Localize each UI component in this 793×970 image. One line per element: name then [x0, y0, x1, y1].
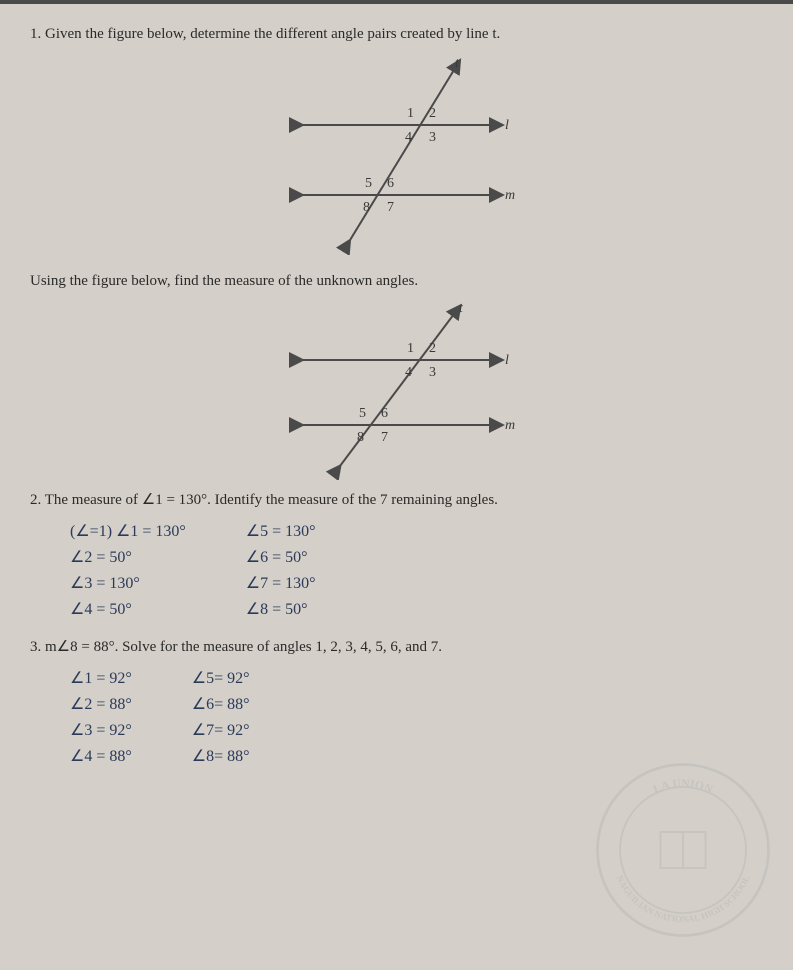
q2-text: 2. The measure of ∠1 = 130°. Identify th…	[30, 490, 763, 511]
q2-a3: ∠3 = 130°	[70, 573, 186, 593]
angle-8-label: 8	[363, 200, 370, 215]
svg-text:NAGUILIAN NATIONAL HIGH SCHOOL: NAGUILIAN NATIONAL HIGH SCHOOL	[614, 874, 751, 924]
q1-text: 1. Given the figure below, determine the…	[30, 24, 763, 45]
instruction-text: Using the figure below, find the measure…	[30, 273, 763, 290]
q2-a4: ∠4 = 50°	[70, 599, 186, 619]
q2-a1: (∠=1) ∠1 = 130°	[70, 521, 186, 541]
q2-a2: ∠2 = 50°	[70, 547, 186, 567]
svg-text:2: 2	[429, 341, 436, 356]
q3-text: 3. m∠8 = 88°. Solve for the measure of a…	[30, 637, 763, 658]
q1-diagram: 1 2 3 4 5 6 7 8 t l m	[30, 55, 763, 255]
svg-text:LA UNION: LA UNION	[651, 777, 715, 796]
seal-top: LA UNION	[651, 777, 715, 796]
svg-text:3: 3	[429, 365, 436, 380]
q3-a7: ∠7= 92°	[192, 720, 250, 740]
q3-a4: ∠4 = 88°	[70, 746, 132, 766]
angle-3-label: 3	[429, 130, 436, 145]
question-3: 3. m∠8 = 88°. Solve for the measure of a…	[30, 637, 763, 766]
q3-answers: ∠1 = 92° ∠2 = 88° ∠3 = 92° ∠4 = 88° ∠5= …	[70, 668, 763, 766]
angle-1-label: 1	[407, 106, 414, 121]
q3-a8: ∠8= 88°	[192, 746, 250, 766]
angle-4-label: 4	[405, 130, 412, 145]
angle-7-label: 7	[387, 200, 394, 215]
svg-text:6: 6	[381, 406, 388, 421]
q2-a7: ∠7 = 130°	[246, 573, 316, 593]
svg-text:t: t	[459, 301, 464, 316]
q2-answers-left: (∠=1) ∠1 = 130° ∠2 = 50° ∠3 = 130° ∠4 = …	[70, 521, 186, 619]
q2-diagram: 1 2 3 4 5 6 7 8 t l m	[30, 300, 763, 480]
svg-text:8: 8	[357, 430, 364, 445]
q2-answers: (∠=1) ∠1 = 130° ∠2 = 50° ∠3 = 130° ∠4 = …	[70, 521, 763, 619]
q3-a3: ∠3 = 92°	[70, 720, 132, 740]
svg-text:m: m	[505, 418, 515, 433]
svg-text:1: 1	[407, 341, 414, 356]
q3-a1: ∠1 = 92°	[70, 668, 132, 688]
label-m: m	[505, 188, 515, 203]
seal-bottom: NAGUILIAN NATIONAL HIGH SCHOOL	[614, 874, 751, 924]
q2-a5: ∠5 = 130°	[246, 521, 316, 541]
label-t: t	[455, 56, 460, 71]
q3-a2: ∠2 = 88°	[70, 694, 132, 714]
q3-answers-left: ∠1 = 92° ∠2 = 88° ∠3 = 92° ∠4 = 88°	[70, 668, 132, 766]
angle-5-label: 5	[365, 176, 372, 191]
svg-text:7: 7	[381, 430, 388, 445]
svg-text:4: 4	[405, 365, 412, 380]
q2-a8: ∠8 = 50°	[246, 599, 316, 619]
q3-answers-right: ∠5= 92° ∠6= 88° ∠7= 92° ∠8= 88°	[192, 668, 250, 766]
question-1: 1. Given the figure below, determine the…	[30, 24, 763, 255]
q3-a6: ∠6= 88°	[192, 694, 250, 714]
school-seal-watermark: LA UNION NAGUILIAN NATIONAL HIGH SCHOOL	[593, 760, 773, 940]
q3-a5: ∠5= 92°	[192, 668, 250, 688]
svg-text:l: l	[505, 353, 509, 368]
svg-text:5: 5	[359, 406, 366, 421]
q2-a6: ∠6 = 50°	[246, 547, 316, 567]
label-l: l	[505, 118, 509, 133]
angle-2-label: 2	[429, 106, 436, 121]
q2-answers-right: ∠5 = 130° ∠6 = 50° ∠7 = 130° ∠8 = 50°	[246, 521, 316, 619]
angle-6-label: 6	[387, 176, 394, 191]
question-2: 2. The measure of ∠1 = 130°. Identify th…	[30, 490, 763, 619]
